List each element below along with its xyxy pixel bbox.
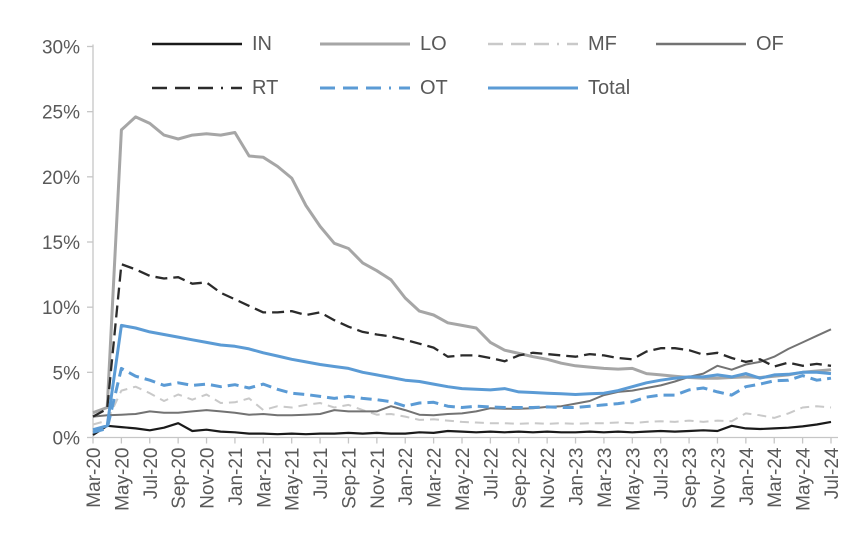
x-axis-tick-label: May-24 — [794, 447, 815, 511]
x-axis-tick-label: Jan-24 — [737, 447, 758, 506]
x-axis-tick-label: Nov-20 — [198, 448, 219, 509]
legend-line-icon — [320, 86, 410, 90]
legend-label: MF — [588, 32, 617, 55]
x-axis-tick-label: Jul-20 — [141, 448, 162, 500]
series-line-in — [92, 420, 832, 436]
legend-item-rt: RT — [152, 66, 320, 110]
y-axis-tick-label: 15% — [42, 233, 80, 254]
legend-line-icon — [152, 42, 242, 46]
x-axis-tick-label: May-23 — [623, 448, 644, 511]
legend-item-ot: OT — [320, 66, 488, 110]
y-axis-tick-label: 20% — [42, 168, 80, 189]
y-axis-tick-label: 5% — [53, 363, 81, 384]
x-axis-tick-label: Jan-22 — [396, 448, 417, 506]
x-axis-tick-label: Sep-20 — [169, 448, 190, 509]
x-axis-tick-label: May-21 — [283, 448, 304, 511]
x-axis-tick-label: Mar-21 — [254, 448, 275, 508]
legend-item-mf: MF — [488, 22, 656, 66]
legend-label: OT — [420, 76, 448, 99]
legend-item-in: IN — [152, 22, 320, 66]
legend-line-icon — [656, 42, 746, 46]
x-axis-tick-label: Nov-21 — [368, 448, 389, 509]
x-axis-tick-label: Sep-22 — [510, 448, 531, 509]
x-axis-tick-label: May-20 — [112, 448, 133, 511]
x-axis-tick-label: Mar-23 — [595, 448, 616, 508]
x-axis-tick-label: Jul-23 — [652, 448, 673, 500]
x-axis-tick-label: Jul-22 — [481, 448, 502, 500]
series-line-rt — [92, 263, 832, 418]
y-axis-tick-label: 30% — [42, 38, 80, 59]
series-line-of — [92, 328, 832, 418]
x-axis-tick-label: Jan-23 — [567, 448, 588, 506]
legend-line-icon — [488, 42, 578, 46]
series-line-lo — [92, 115, 832, 415]
legend-line-icon — [488, 86, 578, 90]
series-line-total — [92, 323, 832, 432]
legend-line-icon — [320, 42, 410, 46]
chart-legend: IN LO MF OF RT OT Total — [152, 22, 842, 110]
legend-item-total: Total — [488, 66, 656, 110]
x-axis-tick-label: Mar-24 — [765, 447, 786, 508]
legend-line-icon — [152, 86, 242, 90]
legend-label: LO — [420, 32, 447, 55]
x-axis-tick-label: Mar-22 — [425, 448, 446, 508]
x-axis-tick-label: Nov-23 — [708, 448, 729, 509]
legend-label: OF — [756, 32, 784, 55]
legend-label: RT — [252, 76, 279, 99]
x-axis-tick-label: Nov-22 — [538, 448, 559, 509]
y-axis-tick-label: 0% — [53, 429, 81, 450]
x-axis-tick-label: Jan-21 — [226, 448, 247, 506]
y-axis-tick-label: 25% — [42, 103, 80, 124]
series-line-mf — [92, 385, 832, 426]
x-axis-tick-label: Sep-23 — [680, 448, 701, 509]
y-axis-tick-label: 10% — [42, 298, 80, 319]
x-axis-tick-label: Jul-24 — [822, 447, 843, 499]
legend-item-lo: LO — [320, 22, 488, 66]
x-axis-tick-label: Mar-20 — [84, 448, 105, 508]
legend-label: Total — [588, 76, 631, 99]
x-axis-tick-label: May-22 — [453, 448, 474, 511]
series-line-ot — [92, 366, 832, 434]
x-axis-tick-label: Jul-21 — [311, 448, 332, 500]
x-axis-tick-label: Sep-21 — [339, 448, 360, 509]
legend-label: IN — [252, 32, 272, 55]
legend-item-of: OF — [656, 22, 824, 66]
